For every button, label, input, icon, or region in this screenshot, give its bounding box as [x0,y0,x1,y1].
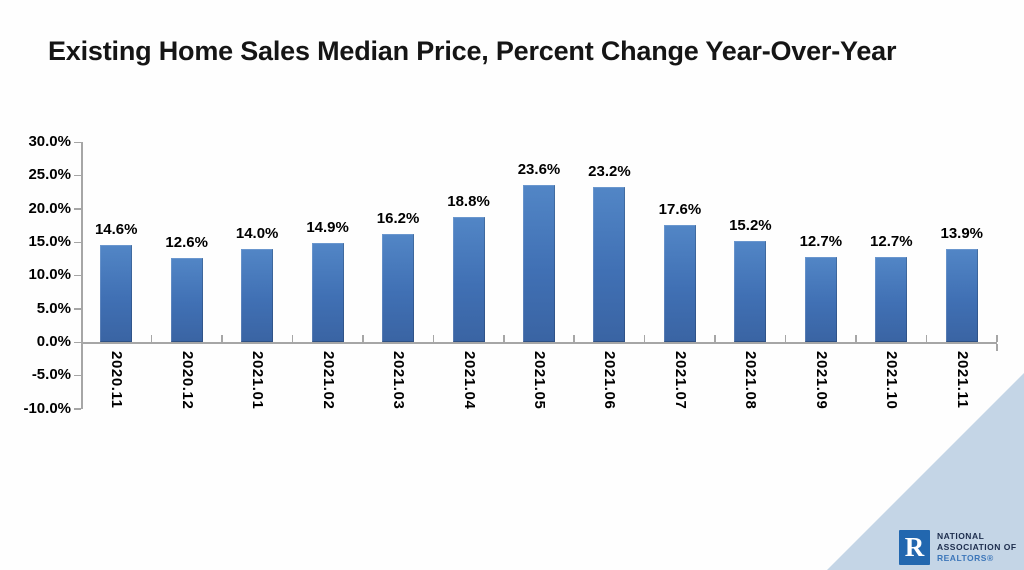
bar-value-label: 23.2% [588,163,631,181]
y-axis-tick [74,341,81,343]
bar-2021.07 [663,224,696,342]
bar-value-label: 14.0% [235,224,279,242]
x-axis-tick [573,335,575,342]
x-axis-category-label: 2021.01 [249,351,267,410]
x-axis-category-label: 2020.12 [178,351,196,410]
bar-2021.06 [593,187,626,342]
x-axis-category-label: 2021.03 [390,351,408,410]
bar-value-label: 12.6% [165,234,208,251]
bar-value-label: 14.9% [306,218,349,236]
y-axis-tick-label: -5.0% [31,366,71,384]
bar-value-label: 12.7% [870,233,913,251]
nar-logo-line-3: REALTORS® [937,553,994,563]
bar-2021.04 [452,216,485,342]
x-axis-tick [643,335,646,342]
y-axis-line [81,142,83,409]
y-axis-tick [74,241,81,243]
x-axis-tick [925,335,928,342]
realtor-r-letter: R [904,532,925,562]
bar-value-label: 13.9% [940,225,984,243]
x-axis-tick [996,335,998,342]
x-axis-category-label: 2020.11 [108,351,126,409]
bar-value-label: 15.2% [729,216,772,234]
nar-logo-line-2: ASSOCIATION OF [937,542,1017,552]
x-axis-tick [362,335,364,342]
x-axis-category-label: 2021.10 [883,351,901,410]
y-axis-tick-label: -10.0% [23,399,71,417]
bar-2021.05 [523,184,555,342]
x-axis-tick [221,335,223,342]
bar-value-label: 14.6% [94,220,138,238]
x-axis-tick [714,335,716,342]
x-axis-line [81,342,997,344]
x-axis-tick [150,335,153,342]
y-axis-tick-label: 25.0% [28,166,71,184]
bar-2021.01 [241,248,274,342]
nar-logo-line-1: NATIONAL [937,531,985,541]
nar-logo-text: NATIONAL ASSOCIATION OF REALTORS® [937,531,1017,564]
y-axis-tick [74,141,81,143]
bar-2021.11 [945,249,978,342]
x-axis-category-label: 2021.06 [601,351,619,410]
bar-value-label: 12.7% [799,233,843,251]
y-axis-tick [74,208,81,210]
x-axis-category-label: 2021.09 [812,351,830,410]
bar-2021.02 [311,242,344,342]
bar-2021.09 [804,257,837,342]
nar-logo: R NATIONAL ASSOCIATION OF REALTORS® [899,530,1019,566]
y-axis-tick-label: 15.0% [28,233,71,250]
y-axis-tick-label: 30.0% [28,133,71,150]
y-axis-tick-label: 5.0% [36,299,71,317]
y-axis-tick-label: 0.0% [36,333,71,350]
y-axis-tick [74,274,81,277]
bar-value-label: 16.2% [376,210,420,227]
bar-2021.10 [875,257,908,342]
x-axis-tick [855,335,857,342]
y-axis-tick [74,374,81,377]
x-axis-category-label: 2021.11 [953,351,971,409]
y-axis-tick [74,174,81,177]
y-axis-tick [74,408,81,410]
x-axis-category-label: 2021.05 [531,351,548,410]
bar-2021.03 [382,234,415,342]
x-axis-tick [432,335,435,342]
x-axis-category-label: 2021.02 [319,351,337,410]
bar-value-label: 18.8% [447,192,490,210]
x-axis-tick [291,335,294,342]
bar-value-label: 17.6% [658,200,702,218]
x-axis-category-label: 2021.04 [460,351,478,410]
x-axis-end-tick [996,343,998,351]
x-axis-category-label: 2021.08 [742,351,760,410]
bar-2021.08 [734,240,767,342]
bar-2020.12 [170,258,203,342]
realtor-r-logo-icon: R [899,530,930,565]
bar-value-label: 23.6% [517,160,561,178]
y-axis-tick-label: 10.0% [28,266,71,284]
x-axis-category-label: 2021.07 [671,351,689,410]
x-axis-tick [503,335,505,342]
y-axis-tick-label: 20.0% [28,199,71,217]
chart-title: Existing Home Sales Median Price, Percen… [48,36,897,66]
x-axis-tick [784,335,787,342]
y-axis-tick [74,308,81,310]
bar-2020.11 [100,244,133,342]
